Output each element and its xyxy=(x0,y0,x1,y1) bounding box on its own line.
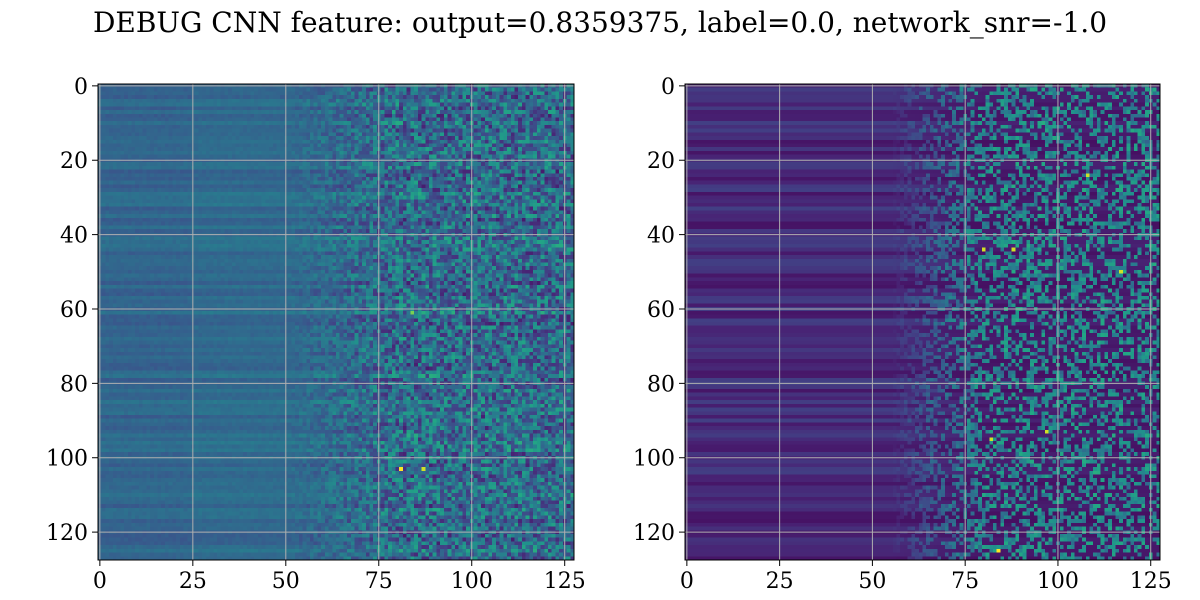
left-y-tick-label: 80 xyxy=(60,372,88,397)
right-y-tick-label: 100 xyxy=(633,447,675,472)
left-y-tick-label: 120 xyxy=(46,521,88,546)
left-x-tick-label: 125 xyxy=(544,569,586,594)
left-heatmap-image xyxy=(98,84,574,560)
right-y-tick-label: 60 xyxy=(647,298,675,323)
right-x-tick-label: 75 xyxy=(951,569,979,594)
right-y-tick-label: 0 xyxy=(661,75,675,100)
left-x-tick-label: 100 xyxy=(451,569,493,594)
right-x-tick-label: 25 xyxy=(766,569,794,594)
left-x-tick-label: 50 xyxy=(272,569,300,594)
left-x-tick-label: 25 xyxy=(179,569,207,594)
right-y-tick-label: 80 xyxy=(647,372,675,397)
left-x-tick-label: 75 xyxy=(365,569,393,594)
right-y-tick-label: 20 xyxy=(647,149,675,174)
right-x-tick-label: 50 xyxy=(858,569,886,594)
left-y-tick-label: 0 xyxy=(74,75,88,100)
right-x-tick-label: 0 xyxy=(680,569,694,594)
right-x-tick-label: 125 xyxy=(1130,569,1172,594)
right-heatmap-image xyxy=(685,84,1160,560)
right-y-tick-label: 120 xyxy=(633,521,675,546)
left-y-tick-label: 20 xyxy=(60,149,88,174)
left-y-tick-label: 100 xyxy=(46,447,88,472)
figure-title: DEBUG CNN feature: output=0.8359375, lab… xyxy=(92,6,1108,39)
left-axes-frame xyxy=(97,83,575,561)
right-y-tick-label: 40 xyxy=(647,224,675,249)
left-y-tick-label: 60 xyxy=(60,298,88,323)
right-x-tick-label: 100 xyxy=(1037,569,1079,594)
right-axes-frame xyxy=(684,83,1161,561)
left-x-tick-label: 0 xyxy=(93,569,107,594)
left-y-tick-label: 40 xyxy=(60,224,88,249)
